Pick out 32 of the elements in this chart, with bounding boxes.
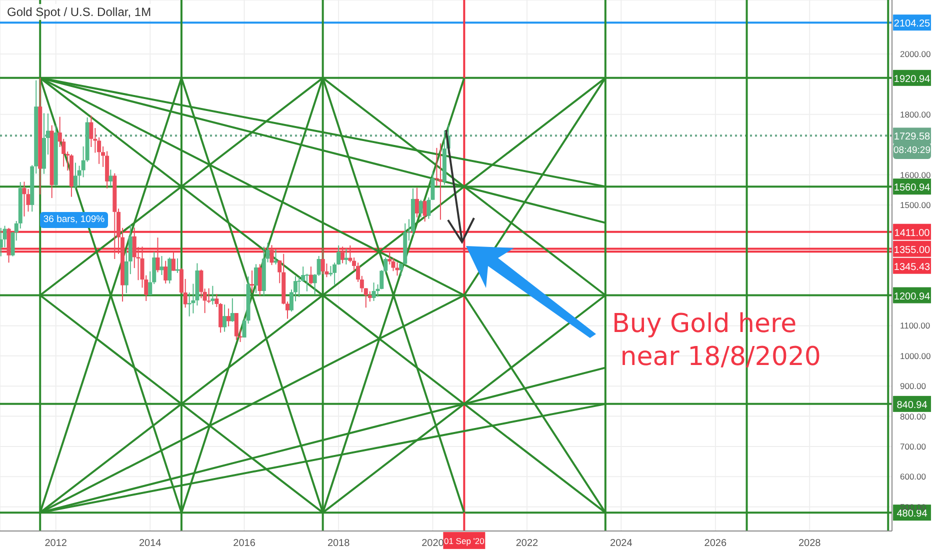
ref-line-label: 1355.00 — [894, 244, 931, 256]
ref-line-label: 480.94 — [896, 508, 928, 520]
annotation: 36 bars, 109% — [40, 212, 108, 228]
ref-line-label: 1411.00 — [894, 228, 930, 239]
y-tick-label: 1100.00 — [900, 320, 930, 331]
y-tick-label: 1800.00 — [900, 109, 931, 120]
y-tick-label: 1000.00 — [900, 350, 931, 361]
ref-line-label: 1560.94 — [894, 182, 931, 194]
x-tick-label: 2026 — [704, 538, 727, 550]
legend-label: 1345.43 — [894, 262, 931, 273]
ref-line-label: 1200.94 — [894, 291, 931, 302]
ref-line-label: 1729.58 — [894, 132, 931, 143]
y-tick-label: 800.00 — [900, 411, 926, 422]
y-tick-label: 900.00 — [900, 381, 926, 392]
x-tick-label: 2024 — [610, 538, 633, 550]
x-tick-label: 2018 — [327, 538, 350, 550]
x-tick-label: 2014 — [139, 538, 162, 550]
x-tick-label: 2022 — [516, 538, 539, 550]
y-tick-label: 600.00 — [900, 472, 926, 482]
text: Gold Spot / U.S. Dollar, 1M — [4, 4, 154, 20]
x-tick-label: 2012 — [44, 538, 68, 550]
ref-line-label: 1920.94 — [894, 74, 931, 85]
y-tick-label: 1500.00 — [900, 200, 931, 210]
y-tick-label: 1600.00 — [900, 170, 931, 180]
text: 08:49:29 — [893, 143, 931, 159]
ref-line-label: 2104.25 — [894, 18, 931, 30]
x-tick-label: 2016 — [233, 538, 256, 550]
y-tick-label: 2000.00 — [900, 49, 931, 60]
ref-line-label: 840.94 — [896, 400, 928, 411]
ref-line-label: 01 Sep '20 — [444, 536, 485, 546]
y-tick-label: 700.00 — [900, 441, 926, 452]
x-tick-label: 2028 — [798, 538, 822, 550]
